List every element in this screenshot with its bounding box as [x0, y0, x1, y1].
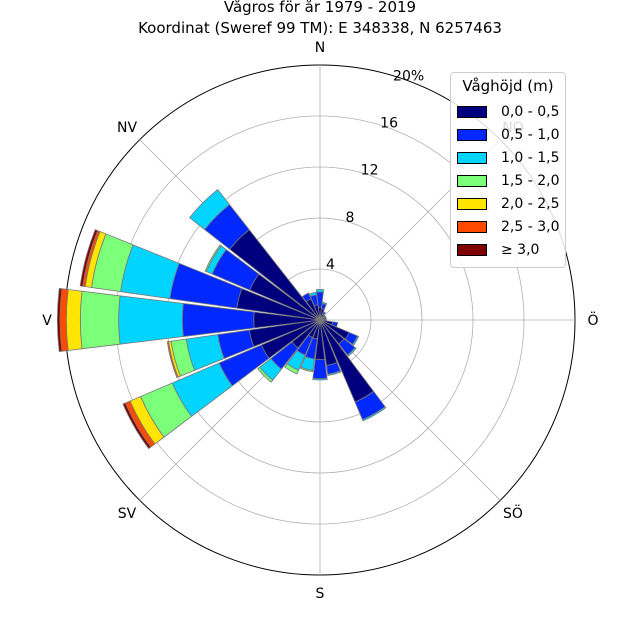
radial-tick-label: 8: [346, 210, 355, 226]
legend-swatch: [457, 175, 487, 187]
rose-sector: [204, 244, 321, 321]
rose-sector: [79, 229, 321, 321]
rose-bars: [57, 189, 387, 450]
legend-entry: 2,5 - 3,0: [457, 218, 563, 238]
rose-bar-segment: [321, 301, 328, 306]
rose-sector: [301, 292, 321, 321]
rose-bar-segment: [65, 289, 83, 351]
radial-tick-label: 16: [380, 116, 398, 132]
direction-label: S: [316, 586, 325, 602]
legend-label: 1,0 - 1,5: [501, 150, 560, 166]
rose-bar-segment: [79, 290, 121, 350]
legend-label: ≥ 3,0: [501, 242, 540, 258]
rose-sector: [57, 288, 321, 352]
rose-bar-segment: [79, 229, 99, 287]
rose-bar-segment: [361, 406, 387, 422]
chart-title: Vågros för år 1979 - 2019: [223, 0, 417, 16]
legend-swatch: [457, 106, 487, 118]
legend-entry: 2,0 - 2,5: [457, 195, 563, 215]
rose-sector: [122, 319, 321, 450]
legend-entry: ≥ 3,0: [457, 241, 563, 261]
rose-bar-segment: [301, 292, 312, 303]
rose-bar-segment: [284, 363, 300, 375]
rose-bar-segment: [122, 402, 152, 450]
legend-label: 1,5 - 2,0: [501, 173, 560, 189]
direction-label: SÖ: [503, 504, 523, 522]
rose-sector: [319, 319, 342, 376]
direction-label: NV: [117, 120, 137, 136]
legend-title: Våghöjd (m): [462, 77, 554, 95]
rose-bar-segment: [309, 291, 317, 297]
rose-sector: [315, 288, 325, 321]
legend-swatch: [457, 244, 487, 256]
rose-sector: [319, 319, 360, 346]
legend-label: 2,0 - 2,5: [501, 196, 560, 212]
direction-label: V: [42, 313, 52, 329]
rose-bar-segment: [321, 311, 326, 316]
radial-tick-label: 12: [361, 163, 379, 179]
direction-label: Ö: [587, 311, 598, 329]
legend-entry: 1,5 - 2,0: [457, 172, 563, 192]
chart-subtitle: Koordinat (Sweref 99 TM): E 348338, N 62…: [138, 19, 502, 37]
direction-label: SV: [118, 506, 137, 522]
legend-swatch: [457, 129, 487, 141]
legend-label: 0,0 - 0,5: [501, 104, 560, 120]
rose-sector: [319, 319, 387, 422]
rose-sector: [284, 319, 321, 375]
rose-bar-segment: [204, 244, 222, 273]
rose-sector: [257, 319, 321, 383]
direction-label: N: [315, 40, 325, 56]
legend: Våghöjd (m) 0,0 - 0,5 0,5 - 1,0 1,0 - 1,…: [450, 72, 566, 268]
legend-swatch: [457, 221, 487, 233]
legend-label: 2,5 - 3,0: [501, 219, 560, 235]
rose-bar-segment: [315, 288, 325, 293]
legend-label: 0,5 - 1,0: [501, 127, 560, 143]
rose-bar-segment: [352, 335, 360, 346]
rose-bar-segment: [327, 370, 342, 376]
rose-sector: [166, 319, 321, 379]
rose-sector: [312, 319, 328, 381]
rose-bar-segment: [57, 288, 63, 352]
rose-bar-segment: [166, 341, 179, 379]
rose-sector: [309, 291, 321, 321]
rose-bar-segment: [257, 366, 274, 383]
legend-entry: 1,0 - 1,5: [457, 149, 563, 169]
legend-swatch: [457, 198, 487, 210]
legend-swatch: [457, 152, 487, 164]
rose-bar-segment: [346, 346, 357, 357]
rose-bar-segment: [299, 366, 314, 373]
radial-tick-label: 20%: [393, 68, 424, 84]
legend-entry: 0,5 - 1,0: [457, 126, 563, 146]
legend-entry: 0,0 - 0,5: [457, 103, 563, 123]
rose-sector: [189, 189, 321, 321]
rose-bar-segment: [189, 189, 231, 231]
rose-bar-segment: [312, 377, 328, 381]
rose-sector: [319, 319, 357, 357]
rose-bar-segment: [312, 358, 328, 380]
radial-tick-label: 4: [326, 257, 335, 273]
rose-bar-segment: [118, 295, 184, 345]
